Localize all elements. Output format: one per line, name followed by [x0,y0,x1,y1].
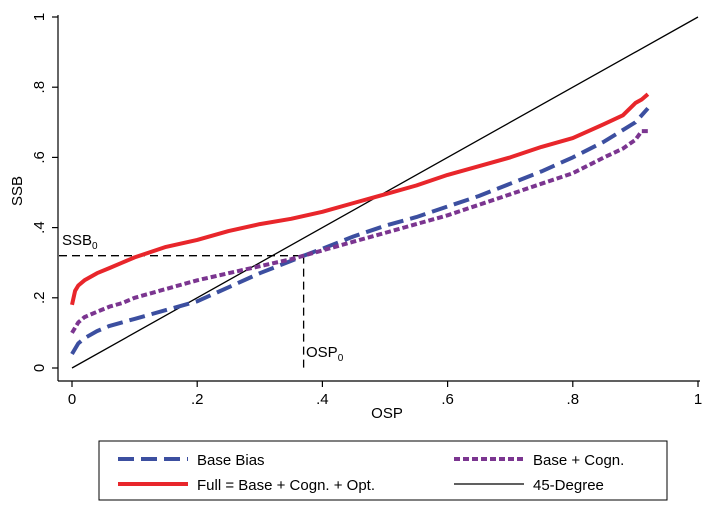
osp0-label: OSP0 [306,344,344,364]
series-line-base-cogn [70,129,648,334]
y-axis-ticks: 0 .2 .4 .6 .8 1 [31,13,58,372]
y-tick-label: .2 [31,292,48,305]
y-tick-label: 0 [31,364,48,372]
ssb0-label-subscript: 0 [92,241,98,252]
series-layer [70,16,699,369]
ssb0-label-text: SSB [62,232,92,249]
x-axis-ticks: 0 .2 .4 .6 .8 1 [68,381,702,408]
series-line-full-base-cogn-opt [70,92,650,306]
y-axis-label: SSB [9,176,26,206]
legend-label-45-degree: 45-Degree [533,477,604,494]
legend-box [98,440,668,501]
x-tick-label: 1 [694,391,702,408]
x-tick-label: .4 [316,391,329,408]
x-tick-label: .6 [441,391,454,408]
legend-label-full: Full = Base + Cogn. + Opt. [197,477,375,494]
x-axis-label: OSP [371,405,403,422]
reference-lines [59,255,305,368]
y-tick-label: 1 [31,13,48,21]
legend-label-base-bias: Base Bias [197,452,265,469]
legend-label-base-cogn: Base + Cogn. [533,452,624,469]
x-tick-label: 0 [68,391,76,408]
y-tick-label: .4 [31,221,48,234]
x-tick-label: .2 [191,391,204,408]
y-tick-label: .6 [31,151,48,164]
osp0-label-subscript: 0 [338,353,344,364]
legend: Base Bias Base + Cogn. Full = Base + Cog… [98,440,668,501]
ssb0-label: SSB0 [62,232,98,252]
y-tick-label: .8 [31,81,48,94]
x-tick-label: .8 [567,391,580,408]
osp0-label-text: OSP [306,344,338,361]
